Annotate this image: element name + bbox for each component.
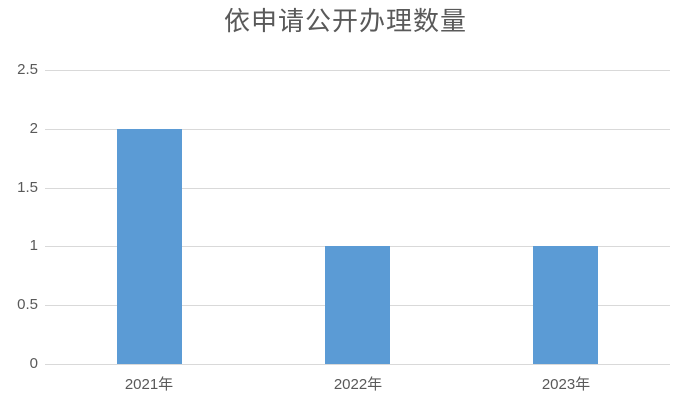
y-axis-tick-label: 1	[29, 237, 38, 254]
y-axis-tick-label: 2	[29, 120, 38, 137]
x-axis-tick-label: 2023年	[541, 376, 591, 393]
bar-2021年	[117, 129, 182, 364]
gridline	[45, 70, 670, 71]
x-axis-line	[45, 364, 670, 365]
y-axis-tick-label: 0	[29, 355, 38, 372]
chart-title: 依申请公开办理数量	[223, 7, 467, 37]
gridline	[45, 188, 670, 189]
bar-2022年	[325, 246, 390, 364]
x-axis-tick-label: 2022年	[333, 376, 383, 393]
y-axis-tick-label: 0.5	[17, 296, 38, 313]
gridline	[45, 129, 670, 130]
y-axis-tick-label: 2.5	[17, 61, 38, 78]
x-axis-tick-label: 2021年	[124, 376, 174, 393]
bar-2023年	[533, 246, 598, 364]
y-axis-tick-label: 1.5	[17, 179, 38, 196]
